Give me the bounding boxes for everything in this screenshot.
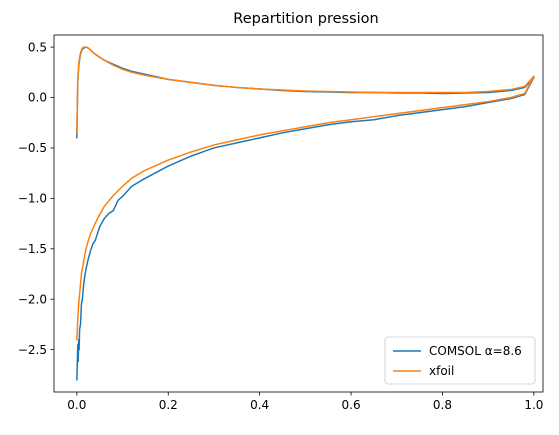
y-tick-label: −1.0 [18,192,47,206]
plot-frame [53,34,544,393]
legend-label-0: COMSOL α=8.6 [429,344,522,358]
x-tick-label: 0.8 [433,398,452,412]
y-tick-label: −2.5 [18,343,47,357]
y-tick-label: −2.0 [18,292,47,306]
y-axis: 0.5 0.0 −0.5 −1.0 −1.5 −2.0 −2.5 [18,40,54,357]
y-tick-label: −0.5 [18,141,47,155]
series-group [76,46,535,381]
x-tick-label: 0.2 [159,398,178,412]
x-tick-label: 1.0 [524,398,543,412]
series-line-0-segment-1 [76,76,535,381]
y-tick-label: −1.5 [18,242,47,256]
x-tick-label: 0.6 [342,398,361,412]
series-line-1-segment-0 [76,46,535,134]
plot-area [76,46,535,381]
x-tick-label: 0.0 [67,398,86,412]
y-tick-label: 0.0 [28,91,47,105]
legend-box [384,336,536,385]
legend: COMSOL α=8.6 xfoil [384,336,536,385]
x-axis: 0.0 0.2 0.4 0.6 0.8 1.0 [67,392,543,412]
y-tick-label: 0.5 [28,40,47,54]
series-line-1-segment-1 [76,75,535,341]
legend-label-1: xfoil [429,364,454,378]
chart-title: Repartition pression [233,11,378,27]
x-tick-label: 0.4 [250,398,269,412]
